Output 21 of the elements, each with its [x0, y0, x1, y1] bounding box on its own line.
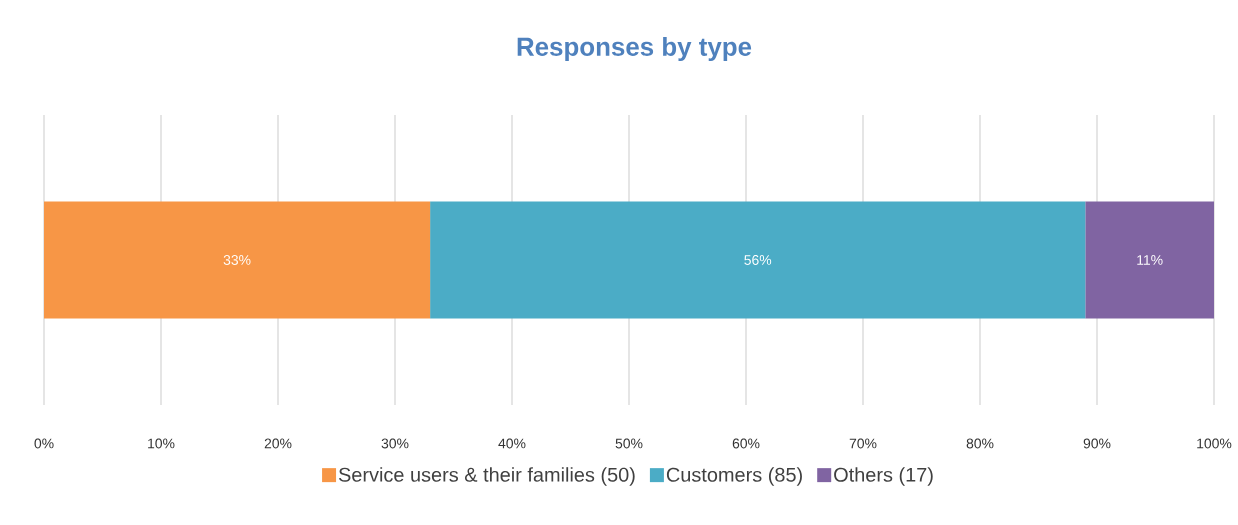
x-tick-label: 80% [966, 438, 994, 449]
bar [44, 201, 431, 319]
x-tick-label: 60% [732, 438, 760, 449]
x-tick-label: 90% [1083, 438, 1111, 449]
legend-label: Others (17) [834, 467, 933, 486]
bar [1085, 201, 1214, 319]
legend-label: Customers (85) [666, 467, 802, 486]
x-tick-label: 30% [381, 438, 409, 449]
x-tick-label: 100% [1197, 438, 1232, 449]
x-tick-label: 10% [148, 438, 175, 449]
x-tick-label: 20% [264, 438, 292, 449]
x-tick-label: 40% [498, 438, 526, 449]
x-tick-label: 50% [615, 438, 643, 449]
chart-title: Responses by type [517, 36, 752, 62]
data-label: 56% [744, 255, 772, 265]
data-label: 11% [1137, 255, 1163, 265]
x-tick-label: 70% [849, 438, 877, 449]
legend-label: Service users & their families (50) [338, 467, 635, 486]
x-tick-label: 0% [34, 438, 54, 449]
data-label: 33% [223, 255, 251, 265]
bar [430, 201, 1086, 319]
